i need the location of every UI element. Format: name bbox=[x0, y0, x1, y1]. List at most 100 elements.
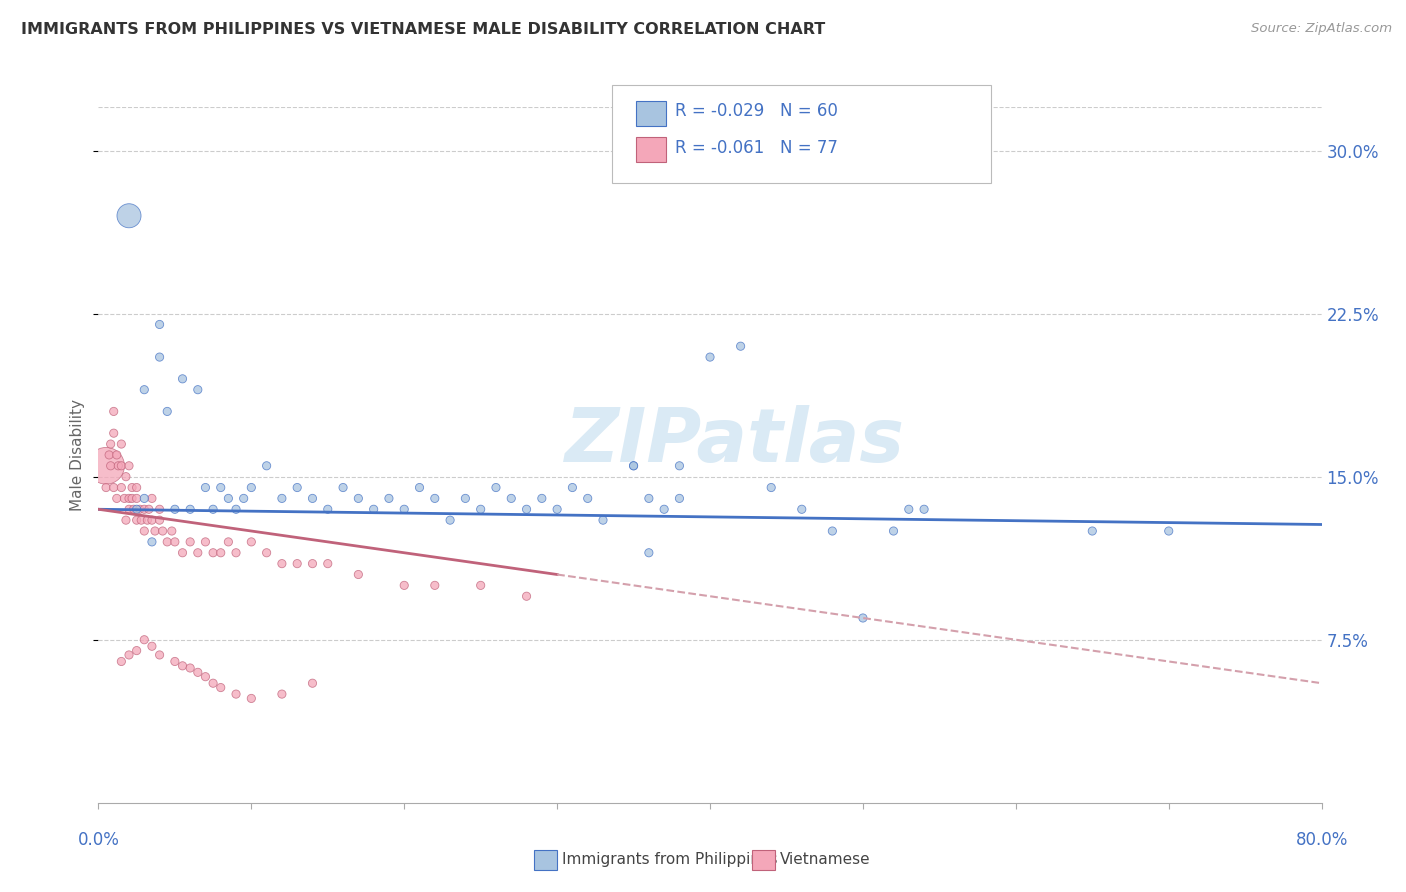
Point bbox=[546, 502, 568, 516]
Point bbox=[125, 481, 148, 495]
Point bbox=[209, 481, 232, 495]
Text: ZIPatlas: ZIPatlas bbox=[564, 404, 904, 477]
Point bbox=[118, 458, 141, 473]
Point bbox=[187, 665, 209, 680]
Point bbox=[652, 502, 675, 516]
Point bbox=[105, 491, 128, 506]
Point bbox=[347, 491, 370, 506]
Point bbox=[118, 502, 141, 516]
Point bbox=[118, 209, 141, 223]
Point bbox=[129, 513, 152, 527]
Point bbox=[179, 661, 201, 675]
Point bbox=[107, 458, 129, 473]
Point bbox=[202, 676, 225, 690]
Point bbox=[94, 458, 117, 473]
Text: Vietnamese: Vietnamese bbox=[780, 853, 870, 867]
Point bbox=[172, 658, 194, 673]
Point bbox=[623, 458, 645, 473]
Point bbox=[270, 687, 292, 701]
Point bbox=[592, 513, 614, 527]
Point bbox=[163, 502, 186, 516]
Point bbox=[332, 481, 354, 495]
Y-axis label: Male Disability: Male Disability bbox=[70, 399, 86, 511]
Point bbox=[668, 458, 690, 473]
Point bbox=[301, 557, 323, 571]
Point bbox=[637, 546, 661, 560]
Point bbox=[121, 481, 143, 495]
Point bbox=[470, 502, 492, 516]
Point bbox=[240, 535, 263, 549]
Point bbox=[141, 639, 163, 653]
Point bbox=[122, 502, 145, 516]
Point bbox=[897, 502, 920, 516]
Point bbox=[172, 546, 194, 560]
Point bbox=[103, 481, 125, 495]
Point bbox=[363, 502, 385, 516]
Point bbox=[187, 383, 209, 397]
Text: IMMIGRANTS FROM PHILIPPINES VS VIETNAMESE MALE DISABILITY CORRELATION CHART: IMMIGRANTS FROM PHILIPPINES VS VIETNAMES… bbox=[21, 22, 825, 37]
Point bbox=[100, 437, 122, 451]
Text: 80.0%: 80.0% bbox=[1295, 830, 1348, 848]
Point bbox=[852, 611, 875, 625]
Point bbox=[134, 632, 156, 647]
Point bbox=[141, 535, 163, 549]
Point bbox=[134, 524, 156, 538]
Point bbox=[94, 481, 117, 495]
Point bbox=[285, 481, 308, 495]
Point bbox=[110, 458, 132, 473]
Point bbox=[115, 513, 138, 527]
Point bbox=[125, 502, 148, 516]
Point bbox=[790, 502, 813, 516]
Point bbox=[136, 513, 159, 527]
Point bbox=[103, 404, 125, 418]
Point bbox=[163, 535, 186, 549]
Point bbox=[100, 458, 122, 473]
Point bbox=[730, 339, 752, 353]
Point bbox=[160, 524, 183, 538]
Point bbox=[759, 481, 782, 495]
Point bbox=[516, 502, 538, 516]
Point bbox=[270, 557, 292, 571]
Point bbox=[530, 491, 553, 506]
Point bbox=[225, 687, 247, 701]
Point bbox=[301, 491, 323, 506]
Point bbox=[576, 491, 599, 506]
Point bbox=[454, 491, 477, 506]
Point bbox=[439, 513, 461, 527]
Point bbox=[217, 535, 239, 549]
Point bbox=[152, 524, 174, 538]
Point bbox=[225, 546, 247, 560]
Point bbox=[392, 502, 416, 516]
Point bbox=[301, 676, 323, 690]
Point bbox=[1081, 524, 1104, 538]
Text: R = -0.029   N = 60: R = -0.029 N = 60 bbox=[675, 103, 838, 120]
Point bbox=[883, 524, 905, 538]
Point bbox=[172, 372, 194, 386]
Point bbox=[240, 691, 263, 706]
Text: Immigrants from Philippines: Immigrants from Philippines bbox=[562, 853, 778, 867]
Point bbox=[143, 524, 166, 538]
Point bbox=[423, 578, 446, 592]
Point bbox=[149, 318, 172, 332]
Point bbox=[156, 404, 179, 418]
Point bbox=[408, 481, 430, 495]
Point bbox=[134, 491, 156, 506]
Point bbox=[112, 491, 135, 506]
Point bbox=[187, 546, 209, 560]
Point bbox=[179, 502, 201, 516]
Point bbox=[202, 502, 225, 516]
Text: Source: ZipAtlas.com: Source: ZipAtlas.com bbox=[1251, 22, 1392, 36]
Point bbox=[194, 670, 217, 684]
Point bbox=[316, 557, 339, 571]
Point bbox=[179, 535, 201, 549]
Point bbox=[347, 567, 370, 582]
Point bbox=[270, 491, 292, 506]
Point bbox=[285, 557, 308, 571]
Point bbox=[134, 383, 156, 397]
Point bbox=[1157, 524, 1180, 538]
Point bbox=[149, 513, 172, 527]
Point bbox=[163, 655, 186, 669]
Point bbox=[378, 491, 401, 506]
Point bbox=[256, 458, 278, 473]
Point bbox=[668, 491, 690, 506]
